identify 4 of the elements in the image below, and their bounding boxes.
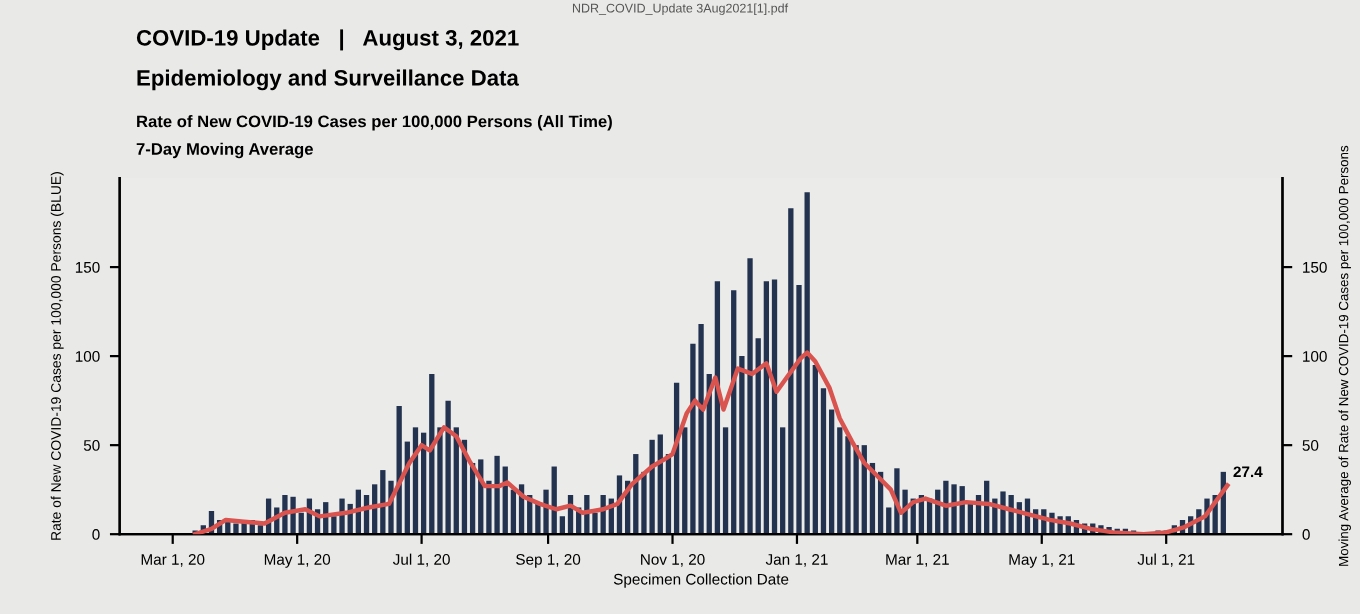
chart-title: COVID-19 Update | August 3, 2021 xyxy=(136,29,519,51)
text: Rate of New COVID-19 Cases per 100,000 Persons (All Time) xyxy=(137,115,612,131)
text: 7-Day Moving Average xyxy=(136,142,313,159)
chart-subtitle: Epidemiology and Surveillance Data xyxy=(137,69,519,91)
